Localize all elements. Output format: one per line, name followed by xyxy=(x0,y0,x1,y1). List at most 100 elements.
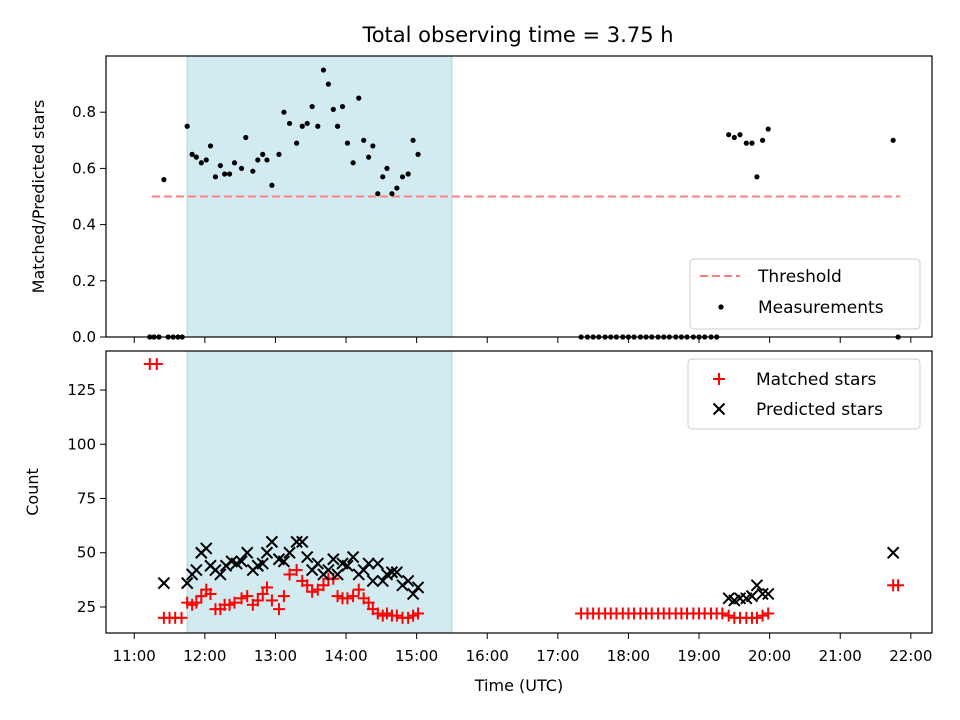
matched-stars-point xyxy=(301,579,314,592)
measurement-point xyxy=(344,140,351,146)
measurement-point xyxy=(250,168,256,174)
predicted-stars-point xyxy=(296,535,309,549)
matched-stars-point xyxy=(277,590,290,603)
matched-stars-point xyxy=(251,594,264,607)
legend-measurements-swatch xyxy=(718,304,724,310)
measurement-point xyxy=(276,151,282,157)
predicted-stars-point xyxy=(180,576,194,590)
predicted-stars-point xyxy=(260,546,274,559)
measurement-point xyxy=(370,143,376,149)
count-x-ticks: 11:00 12:00 13:00 14:00 15:00 16:00 17:00 18:00… xyxy=(113,633,932,665)
measurement-point xyxy=(255,157,261,163)
measurement-point xyxy=(217,162,223,169)
measurement-point xyxy=(238,165,245,171)
predicted-stars-point xyxy=(322,563,335,577)
matched-stars-point xyxy=(390,609,403,622)
count-axes-frame xyxy=(105,350,933,634)
predicted-stars-point xyxy=(886,546,900,559)
measurement-point xyxy=(231,160,238,166)
predicted-stars-point xyxy=(357,563,370,577)
measurement-point xyxy=(361,137,367,143)
predicted-stars-point xyxy=(327,553,340,566)
predicted-stars-point xyxy=(406,587,420,601)
measurement-point xyxy=(743,140,749,146)
ratio-y-ticks: 0.0 0.2 0.4 0.6 0.8 xyxy=(72,103,106,346)
matched-stars-point xyxy=(722,609,735,622)
predicted-stars-point xyxy=(346,550,360,564)
predicted-stars-point xyxy=(362,557,375,570)
measurement-point xyxy=(304,120,310,127)
matched-stars-point xyxy=(341,592,354,605)
measurement-point xyxy=(243,134,249,141)
x-tick-label: 22:00 xyxy=(889,647,932,665)
measurement-point xyxy=(384,165,390,171)
measurement-point xyxy=(410,137,416,143)
matched-stars-point xyxy=(762,607,775,620)
matched-stars-point xyxy=(150,358,163,371)
predicted-stars-point xyxy=(277,555,291,568)
measurement-point xyxy=(749,140,755,146)
matched-stars-point xyxy=(750,611,763,624)
legend-matched-label: Matched stars xyxy=(756,370,876,390)
predicted-stars-points xyxy=(157,535,900,607)
x-tick-label: 16:00 xyxy=(466,647,509,665)
y-tick-label: 50 xyxy=(77,544,96,562)
predicted-stars-point xyxy=(750,579,764,592)
measurement-point xyxy=(222,171,228,177)
ratio-legend: Threshold Measurements xyxy=(689,258,921,330)
measurement-point xyxy=(320,67,327,73)
legend-predicted-swatch xyxy=(712,402,726,416)
legend-threshold-label: Threshold xyxy=(757,267,842,287)
y-tick-label: 0.0 xyxy=(72,328,96,346)
measurement-point xyxy=(415,151,421,157)
matched-stars-point xyxy=(195,590,208,603)
x-tick-label: 21:00 xyxy=(819,647,862,665)
x-tick-label: 11:00 xyxy=(113,647,156,665)
matched-stars-point xyxy=(362,596,375,609)
predicted-stars-point xyxy=(200,542,213,555)
measurement-point xyxy=(207,143,214,149)
ratio-axes-frame xyxy=(105,55,933,338)
count-panel: 25 50 75 100 125 11:00 12:00 13:00 14:00 15:00 16… xyxy=(23,350,933,695)
predicted-stars-point xyxy=(401,574,415,588)
y-tick-label: 100 xyxy=(67,435,96,453)
count-y-ticks: 25 50 75 100 125 xyxy=(67,381,106,616)
predicted-stars-point xyxy=(214,568,227,581)
measurement-point xyxy=(325,81,331,87)
predicted-stars-point xyxy=(745,589,759,603)
predicted-stars-point xyxy=(371,557,385,570)
matched-stars-point xyxy=(352,583,365,596)
measurement-point xyxy=(759,137,766,143)
measurement-point xyxy=(184,123,190,129)
measurement-point xyxy=(203,157,209,163)
measurement-point xyxy=(731,134,737,141)
predicted-stars-point xyxy=(411,581,425,594)
legend-x-mark xyxy=(712,402,726,416)
measurement-point xyxy=(394,185,400,191)
chart-title: Total observing time = 3.75 h xyxy=(361,23,673,47)
y-tick-label: 125 xyxy=(67,381,96,399)
measurement-points xyxy=(147,67,901,340)
matched-stars-point xyxy=(756,609,769,622)
predicted-stars-point xyxy=(331,568,344,581)
measurement-point xyxy=(299,123,305,129)
count-legend-box xyxy=(687,358,921,430)
y-tick-label: 25 xyxy=(77,598,96,616)
x-tick-label: 19:00 xyxy=(677,647,720,665)
measurement-point xyxy=(330,106,336,112)
measurement-point xyxy=(366,154,372,160)
predicted-stars-point xyxy=(235,555,248,568)
matched-stars-point xyxy=(228,596,241,609)
matched-stars-point xyxy=(265,594,278,607)
ratio-y-axis-label: Matched/Predicted stars xyxy=(29,100,48,294)
matched-stars-point xyxy=(716,607,729,620)
measurement-point xyxy=(890,137,896,143)
predicted-stars-point xyxy=(390,566,404,579)
y-tick-label: 0.4 xyxy=(72,216,96,234)
legend-matched-swatch xyxy=(713,373,725,385)
measurement-point xyxy=(281,109,287,115)
matched-stars-point xyxy=(235,592,248,605)
y-tick-label: 0.8 xyxy=(72,103,96,121)
measurement-point xyxy=(161,177,167,183)
measurement-point xyxy=(375,191,381,197)
